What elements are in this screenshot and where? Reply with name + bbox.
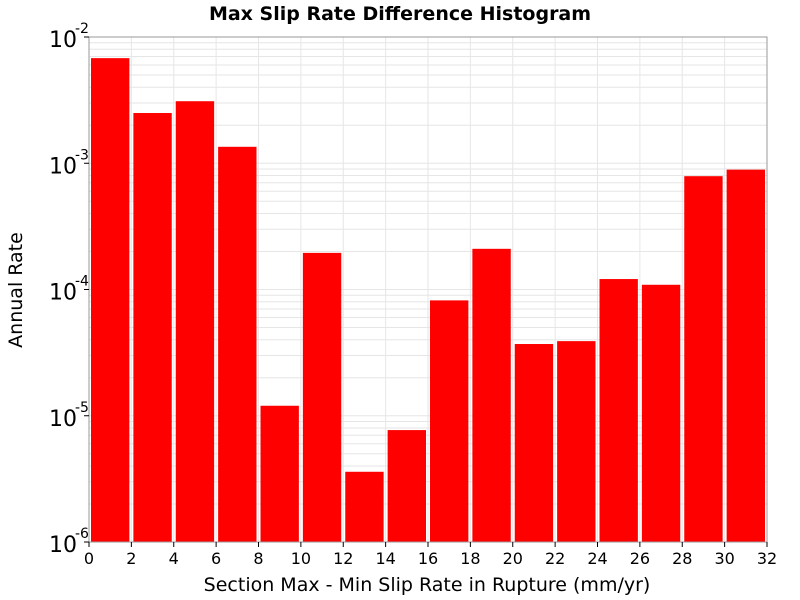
y-tick-label-base: 10 — [49, 407, 77, 432]
y-axis-label: Annual Rate — [5, 232, 27, 348]
chart-title: Max Slip Rate Difference Histogram — [209, 3, 591, 25]
x-tick-label: 32 — [757, 549, 777, 568]
histogram-bar — [472, 248, 511, 542]
x-tick-label: 22 — [545, 549, 565, 568]
y-tick-label-exponent: -2 — [75, 21, 89, 37]
y-tick-label-base: 10 — [49, 154, 77, 179]
y-tick-label-exponent: -3 — [75, 147, 89, 163]
x-tick-label: 24 — [587, 549, 607, 568]
x-tick-label: 26 — [630, 549, 650, 568]
histogram-bar — [345, 471, 384, 542]
x-tick-label: 16 — [418, 549, 438, 568]
histogram-bar — [91, 58, 130, 542]
histogram-bar — [557, 341, 596, 542]
x-axis-label: Section Max - Min Slip Rate in Rupture (… — [204, 574, 651, 596]
x-tick-label: 10 — [291, 549, 311, 568]
histogram-bar — [514, 344, 554, 542]
x-tick-label: 4 — [169, 549, 179, 568]
x-tick-label: 30 — [714, 549, 734, 568]
histogram-bar — [260, 405, 299, 542]
x-tick-label: 12 — [333, 549, 353, 568]
y-tick-label-base: 10 — [49, 533, 77, 558]
histogram-bar — [684, 176, 723, 543]
y-tick-label-base: 10 — [49, 281, 77, 306]
y-axis-ticks: 10-610-510-410-310-2 — [49, 21, 89, 558]
x-tick-label: 14 — [375, 549, 395, 568]
x-tick-label: 28 — [672, 549, 692, 568]
x-tick-label: 2 — [126, 549, 136, 568]
x-tick-label: 0 — [84, 549, 94, 568]
y-tick-label-exponent: -5 — [75, 400, 89, 416]
y-tick-label-base: 10 — [49, 28, 77, 53]
histogram-bar — [218, 146, 257, 543]
y-tick-label-exponent: -6 — [75, 526, 89, 542]
x-tick-label: 8 — [253, 549, 263, 568]
histogram-bar — [599, 279, 638, 542]
x-tick-label: 18 — [460, 549, 480, 568]
histogram-bar — [175, 101, 215, 543]
x-tick-label: 6 — [211, 549, 221, 568]
bars — [91, 58, 765, 543]
histogram-bar — [726, 169, 765, 542]
x-tick-label: 20 — [503, 549, 523, 568]
histogram-bar — [302, 252, 342, 543]
histogram-bar — [430, 300, 469, 542]
histogram-bar — [641, 284, 681, 542]
y-tick-label-exponent: -4 — [75, 274, 89, 290]
x-axis-ticks: 0 2 4 6 8 10 12 14 16 18 20 22 24 26 28 30 32 — [84, 542, 777, 568]
histogram-bar — [133, 113, 172, 542]
histogram-bar — [387, 430, 426, 542]
